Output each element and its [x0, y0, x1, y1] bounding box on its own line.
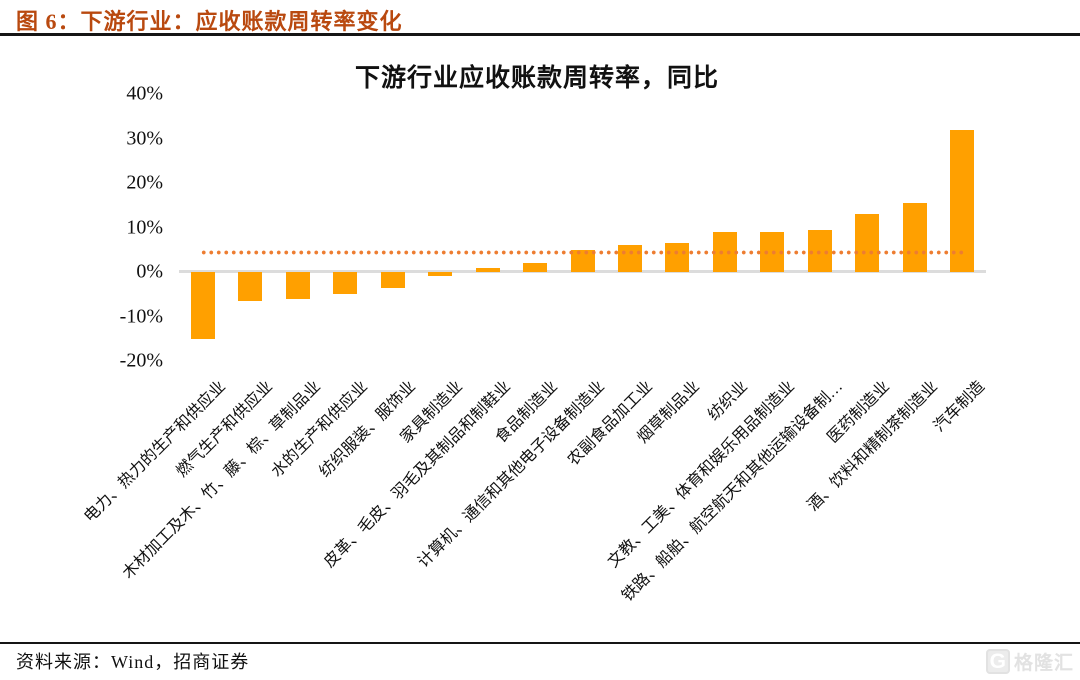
y-axis-tick-label: -20%	[119, 349, 163, 372]
bar	[902, 203, 927, 272]
bar	[238, 272, 263, 301]
bar	[428, 272, 453, 277]
bar	[380, 272, 405, 288]
reference-dotted-line	[200, 250, 965, 256]
bar	[617, 245, 642, 272]
bar	[190, 272, 215, 339]
gelonghui-watermark: G 格隆汇	[985, 648, 1074, 675]
x-axis-label: 木材加工及木、竹、藤、棕、草制品业	[119, 378, 324, 583]
gelonghui-watermark-text: 格隆汇	[1013, 653, 1074, 674]
chart-title: 下游行业应收账款周转率，同比	[354, 65, 720, 92]
y-axis-tick-label: 10%	[126, 216, 163, 238]
bar	[333, 272, 358, 295]
x-axis-label: 铁路、船舶、航空航天和其他运输设备制…	[618, 378, 846, 605]
x-axis-label: 汽车制造	[930, 378, 989, 436]
y-axis-tick-label: 40%	[126, 82, 163, 105]
bar	[855, 214, 880, 272]
bar	[523, 263, 548, 272]
y-axis-tick-label: 30%	[126, 127, 163, 149]
source-divider	[0, 642, 1080, 644]
source-note: 资料来源：Wind，招商证券	[16, 652, 250, 672]
bar	[665, 243, 690, 272]
y-axis-tick-label: 20%	[126, 171, 163, 194]
y-axis-tick-label: 0%	[136, 260, 163, 283]
figure-caption: 图 6：下游行业：应收账款周转率变化	[16, 9, 403, 34]
x-axis-label: 农副食品加工业	[564, 378, 657, 470]
bar	[285, 272, 310, 299]
x-axis-label: 纺织业	[704, 378, 751, 424]
bar	[950, 129, 975, 272]
gelonghui-logo-icon: G	[985, 649, 1010, 674]
y-axis-tick-label: -10%	[119, 305, 163, 327]
caption-divider	[0, 33, 1080, 36]
bar	[475, 267, 500, 272]
